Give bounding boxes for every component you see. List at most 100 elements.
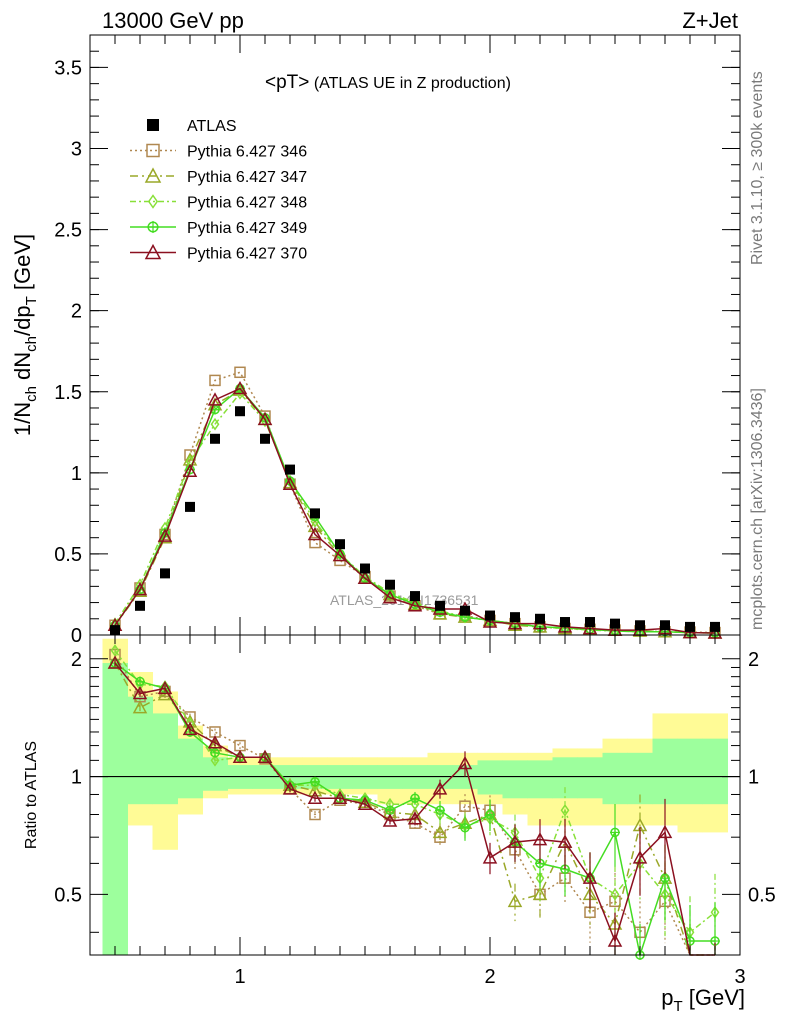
atlas-point <box>285 464 295 475</box>
main-point-1 <box>234 366 246 379</box>
ratio-point-5 <box>332 790 348 805</box>
ratio-point-5 <box>357 796 373 810</box>
ratio-ytick-label-left: 2 <box>71 649 82 671</box>
atlas-point <box>585 617 595 628</box>
legend-marker-3 <box>147 194 159 209</box>
ratio-point-5 <box>382 813 398 827</box>
ratio-series-5 <box>107 655 716 956</box>
ratio-point-5 <box>182 721 198 736</box>
ratio-ytick-label-left: 1 <box>71 767 82 789</box>
ratio-point-5 <box>107 655 123 669</box>
main-point-5 <box>282 476 298 490</box>
ratio-band-green <box>152 713 178 805</box>
header-right: Z+Jet <box>682 8 738 33</box>
main-point-5 <box>207 392 223 406</box>
main-ytick-label: 2 <box>71 301 82 323</box>
atlas-point <box>385 579 395 590</box>
main-ytick-label: 0 <box>71 625 82 647</box>
ratio-point-5 <box>132 685 148 700</box>
ratio-point-5 <box>407 811 423 825</box>
atlas-point <box>510 612 520 623</box>
ratio-point-4 <box>210 747 220 758</box>
atlas-point <box>635 620 645 631</box>
ratio-point-4 <box>135 676 145 687</box>
main-point-2 <box>157 530 173 544</box>
main-point-5 <box>257 411 273 426</box>
legend-marker-4 <box>147 221 159 233</box>
ratio-panel: 0.5 0.5 1 1 2 2 1 2 3 <box>54 634 776 988</box>
main-point-1 <box>309 536 321 549</box>
ratio-point-5 <box>582 870 598 884</box>
legend-label-5: Pythia 6.427 370 <box>187 246 307 263</box>
ratio-point-3 <box>610 888 620 901</box>
main-point-5 <box>332 547 348 562</box>
legend-label-3: Pythia 6.427 348 <box>187 195 307 212</box>
ratio-point-5 <box>507 834 523 848</box>
main-point-3 <box>260 414 270 428</box>
ratio-point-5 <box>232 749 248 764</box>
ratio-point-3 <box>410 797 420 811</box>
ratio-xtick-label: 2 <box>484 966 495 988</box>
legend-marker-5 <box>144 243 162 260</box>
x-axis-title: pT [GeV] <box>661 985 745 1015</box>
ratio-point-5 <box>482 850 498 864</box>
atlas-point <box>535 613 545 624</box>
ratio-band-green <box>702 738 728 805</box>
main-ytick-label: 1 <box>71 463 82 485</box>
atlas-point <box>310 508 320 519</box>
main-point-5 <box>157 528 173 542</box>
main-ytick-label: 3.5 <box>54 57 82 79</box>
ratio-ytick-label-right: 0.5 <box>748 884 776 906</box>
ratio-xtick-label: 1 <box>234 966 245 988</box>
ratio-band-green <box>602 752 628 805</box>
main-point-5 <box>182 463 198 477</box>
legend-label-1: Pythia 6.427 346 <box>187 144 307 161</box>
ratio-ytick-label-right: 1 <box>748 767 759 789</box>
ratio-point-4 <box>410 793 420 804</box>
ratio-point-4 <box>435 805 445 816</box>
ratio-band-green <box>477 760 503 795</box>
ratio-band-green <box>652 738 678 805</box>
ratio-series <box>107 644 720 960</box>
main-point-5 <box>382 590 398 604</box>
ratio-point-4 <box>610 827 620 838</box>
main-point-5 <box>132 582 148 596</box>
atlas-point <box>485 610 495 621</box>
ratio-point-5 <box>282 781 298 795</box>
ratio-point-5 <box>157 680 173 695</box>
legend-marker-1 <box>146 143 160 158</box>
atlas-point <box>660 620 670 631</box>
atlas-point <box>335 539 345 550</box>
ratio-point-4 <box>660 873 670 884</box>
ratio-point-5 <box>207 735 223 749</box>
main-panel: <pT> (ATLAS UE in Z production) ATLAS_20… <box>54 34 741 647</box>
legend-label-0: ATLAS <box>187 118 237 135</box>
y-axis-title-main: 1/Nch dNch/dpT [GeV] <box>10 234 40 436</box>
ratio-point-1 <box>309 808 321 821</box>
main-series <box>107 366 723 640</box>
ratio-point-3 <box>560 803 570 817</box>
ratio-band-green <box>677 738 703 805</box>
atlas-point <box>135 600 145 611</box>
side-note-bottom: mcplots.cern.ch [arXiv:1306.3436] <box>749 388 766 630</box>
main-ytick-label: 0.5 <box>54 544 82 566</box>
main-point-5 <box>357 570 373 584</box>
ratio-point-5 <box>307 790 323 805</box>
ratio-point-2 <box>432 824 448 839</box>
ratio-band-green <box>577 757 603 799</box>
main-point-1 <box>209 374 221 387</box>
ratio-point-2 <box>132 700 148 714</box>
legend-label-2: Pythia 6.427 347 <box>187 169 307 186</box>
main-point-3 <box>210 417 220 431</box>
ratio-point-5 <box>257 749 273 764</box>
main-point-5 <box>232 380 248 395</box>
plot-title: <pT> (ATLAS UE in Z production) <box>265 72 511 93</box>
ratio-point-5 <box>457 755 473 770</box>
ratio-point-5 <box>657 824 673 839</box>
ratio-point-5 <box>532 832 548 846</box>
ratio-point-5 <box>432 781 448 795</box>
ratio-point-3 <box>110 644 120 657</box>
main-ytick-label: 2.5 <box>54 220 82 242</box>
atlas-point <box>410 591 420 602</box>
